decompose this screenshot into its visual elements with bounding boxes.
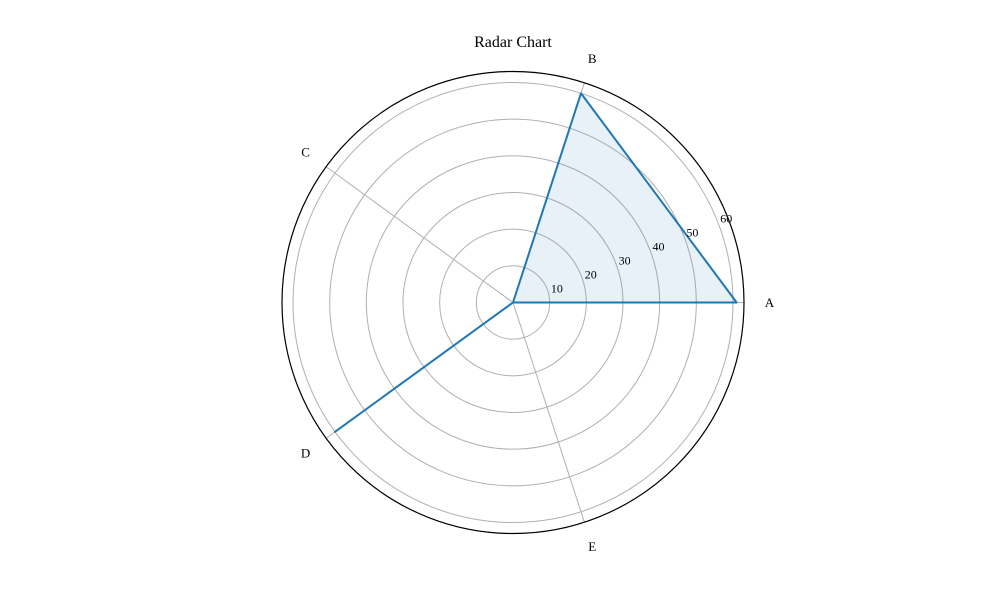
- tick-label-30: 30: [619, 253, 631, 267]
- axis-label-B: B: [588, 51, 597, 66]
- axis-label-A: A: [765, 295, 775, 310]
- tick-label-20: 20: [585, 267, 597, 281]
- axis-label-E: E: [588, 539, 596, 554]
- tick-label-50: 50: [686, 225, 698, 239]
- tick-label-10: 10: [551, 281, 563, 295]
- series-area: [335, 93, 737, 432]
- tick-label-40: 40: [653, 239, 665, 253]
- axis-label-C: C: [301, 144, 310, 159]
- tick-label-60: 60: [720, 211, 732, 225]
- radar-series: [335, 93, 737, 432]
- axis-label-D: D: [301, 446, 310, 461]
